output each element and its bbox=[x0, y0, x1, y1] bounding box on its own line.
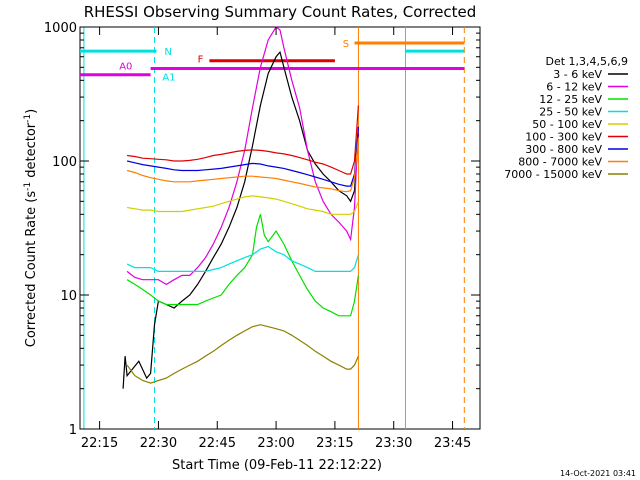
series-line-4 bbox=[127, 195, 359, 215]
x-tick-label: 23:45 bbox=[434, 436, 471, 451]
annotation-n: N bbox=[164, 47, 171, 58]
legend-label-3: 25 - 50 keV bbox=[539, 106, 602, 119]
legend-header: Det 1,3,4,5,6,9 bbox=[545, 55, 628, 68]
y-axis-label-sup2: -1 bbox=[23, 114, 33, 123]
series-line-0 bbox=[122, 50, 359, 389]
y-tick-label: 10 bbox=[60, 289, 77, 304]
y-axis-label-mid: detector bbox=[24, 122, 39, 182]
legend-label-4: 50 - 100 keV bbox=[532, 118, 602, 131]
legend-label-7: 800 - 7000 keV bbox=[518, 156, 602, 169]
series-line-8 bbox=[126, 324, 359, 384]
legend-label-8: 7000 - 15000 keV bbox=[504, 168, 602, 181]
series-line-3 bbox=[126, 245, 359, 272]
annotation-a0: A0 bbox=[119, 62, 132, 73]
legend-label-0: 3 - 6 keV bbox=[553, 68, 602, 81]
chart-title: RHESSI Observing Summary Count Rates, Co… bbox=[84, 3, 477, 21]
legend-label-2: 12 - 25 keV bbox=[539, 93, 602, 106]
series-line-7 bbox=[126, 137, 359, 193]
y-axis-label-sup: -1 bbox=[23, 182, 33, 191]
annotation-f: F bbox=[198, 55, 204, 66]
series-line-5 bbox=[127, 105, 359, 175]
x-tick-label: 22:30 bbox=[140, 436, 177, 451]
timestamp: 14-Oct-2021 03:41 bbox=[560, 469, 636, 478]
y-axis-label-end: ) bbox=[24, 109, 39, 114]
x-tick-label: 22:45 bbox=[199, 436, 236, 451]
x-tick-label: 23:30 bbox=[375, 436, 412, 451]
y-tick-label: 1 bbox=[69, 423, 77, 438]
x-axis-label: Start Time (09-Feb-11 22:12:22) bbox=[172, 458, 382, 473]
x-tick-label: 23:15 bbox=[316, 436, 353, 451]
series-line-1 bbox=[126, 26, 359, 286]
y-axis: 1 10 100 1000 bbox=[44, 21, 480, 438]
series-line-6 bbox=[126, 126, 359, 187]
y-axis-label: Corrected Count Rate (s-1 detector-1) bbox=[23, 109, 39, 347]
plot-area: N A0 A1 F S bbox=[79, 26, 481, 430]
y-axis-label-main: Corrected Count Rate (s bbox=[24, 191, 39, 348]
annotation-a1: A1 bbox=[162, 73, 175, 84]
legend-label-1: 6 - 12 keV bbox=[546, 81, 602, 94]
y-tick-label: 1000 bbox=[44, 21, 77, 36]
annotation-s: S bbox=[343, 39, 349, 50]
plot-frame bbox=[79, 26, 481, 430]
legend-label-5: 100 - 300 keV bbox=[525, 131, 602, 144]
x-tick-label: 23:00 bbox=[257, 436, 294, 451]
y-tick-label: 100 bbox=[52, 155, 77, 170]
legend-label-6: 300 - 800 keV bbox=[525, 143, 602, 156]
x-tick-label: 22:15 bbox=[81, 436, 118, 451]
series-line-2 bbox=[126, 214, 359, 317]
x-axis: 22:15 22:30 22:45 23:00 23:15 23:30 23:45 bbox=[81, 27, 471, 451]
